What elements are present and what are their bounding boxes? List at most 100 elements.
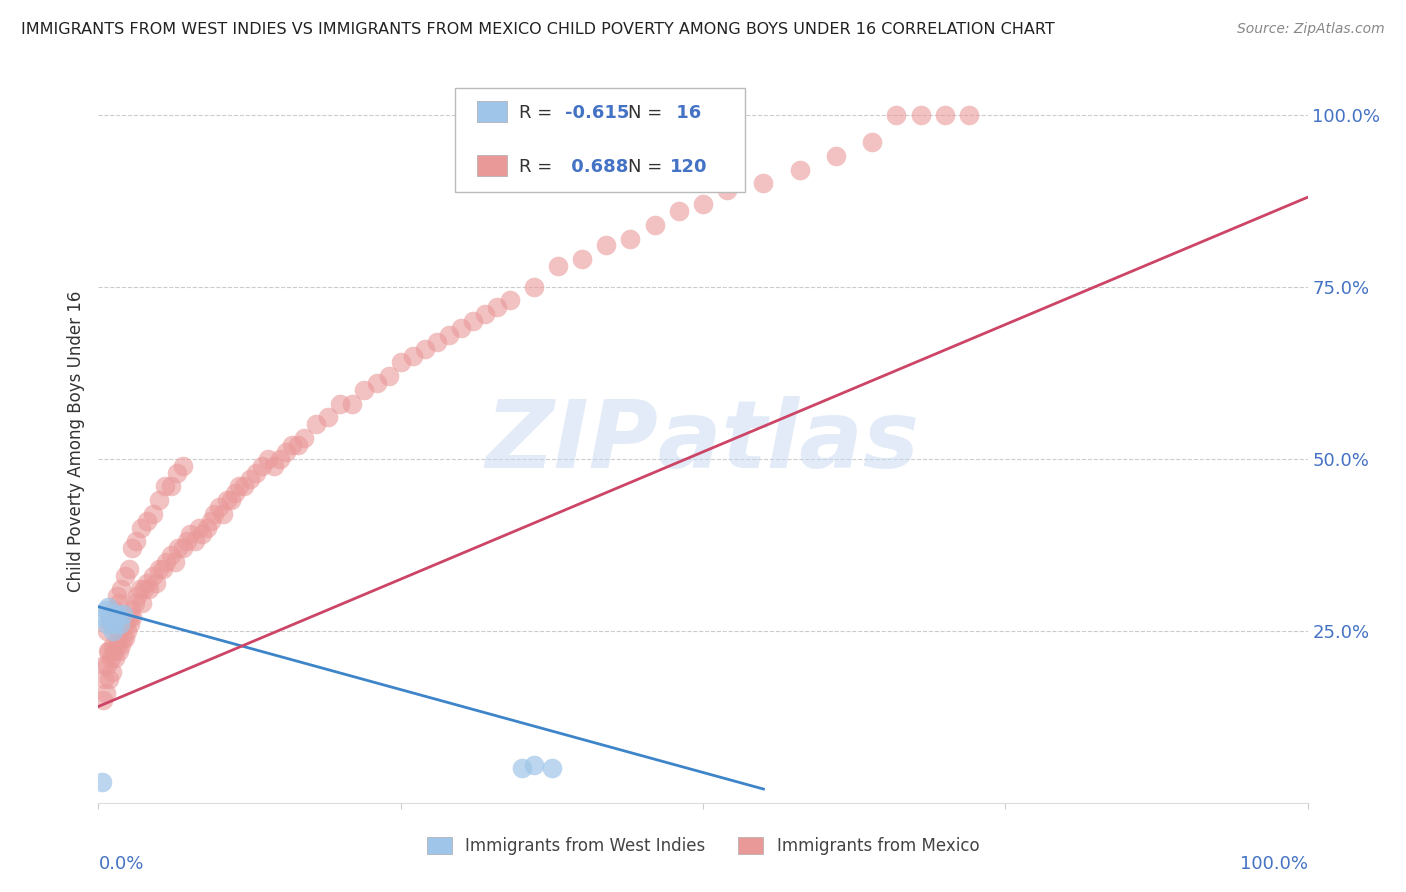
Point [115,616,138,631]
Point [93,658,115,673]
Point [287,438,309,452]
Point [110,638,132,652]
FancyBboxPatch shape [456,87,745,193]
Point [239,472,262,486]
Point [111,607,134,621]
FancyBboxPatch shape [477,101,508,122]
Point [486,301,509,315]
Legend: Immigrants from West Indies, Immigrants from Mexico: Immigrants from West Indies, Immigrants … [418,829,988,863]
Text: 120: 120 [671,158,707,177]
Point [595,238,617,252]
Point [103,644,125,658]
Point [692,197,714,211]
Point [108,624,131,638]
Point [498,293,520,308]
Point [105,590,128,604]
Point [172,541,194,556]
Point [142,568,165,582]
Point [886,108,908,122]
Point [250,458,273,473]
Point [100,651,122,665]
Point [108,616,131,631]
Point [547,259,569,273]
Point [353,383,375,397]
Point [221,493,243,508]
Point [100,616,122,631]
Point [172,458,194,473]
Text: N =: N = [628,104,668,122]
Point [789,162,811,177]
Point [105,638,128,652]
Point [934,108,956,122]
Point [316,410,339,425]
Point [135,514,157,528]
Point [142,507,165,521]
Point [752,177,775,191]
Point [97,644,120,658]
Point [117,624,139,638]
Point [104,651,127,665]
Point [366,376,388,390]
Text: Source: ZipAtlas.com: Source: ZipAtlas.com [1237,22,1385,37]
Point [145,575,167,590]
Text: -0.615: -0.615 [565,104,630,122]
Text: 0.688: 0.688 [565,158,628,177]
Point [114,568,136,582]
Point [208,500,231,514]
Point [98,672,121,686]
Point [281,438,304,452]
Point [389,355,412,369]
Point [245,466,267,480]
Point [94,603,117,617]
Point [96,616,118,631]
Text: IMMIGRANTS FROM WEST INDIES VS IMMIGRANTS FROM MEXICO CHILD POVERTY AMONG BOYS U: IMMIGRANTS FROM WEST INDIES VS IMMIGRANT… [21,22,1054,37]
Point [135,575,157,590]
Text: R =: R = [519,104,558,122]
Point [98,644,121,658]
Point [118,610,141,624]
Point [668,204,690,219]
Point [166,466,188,480]
Point [160,479,183,493]
Point [510,761,533,775]
Point [111,631,134,645]
Point [215,493,238,508]
Point [108,596,131,610]
Point [571,252,593,267]
Point [107,631,129,645]
Point [200,514,222,528]
Point [120,603,142,617]
Point [228,479,250,493]
Point [160,548,183,562]
Point [153,479,176,493]
Point [212,507,235,521]
Point [121,610,143,624]
Point [118,562,141,576]
Point [716,183,738,197]
Point [523,279,546,293]
Point [256,451,278,466]
Point [148,493,170,508]
Point [957,108,980,122]
Text: R =: R = [519,158,558,177]
Point [184,534,207,549]
Point [128,582,150,597]
Point [101,624,124,638]
Point [377,369,399,384]
Point [437,327,460,342]
Point [305,417,328,432]
Point [450,321,472,335]
Point [91,775,114,789]
Point [269,451,291,466]
Point [131,596,153,610]
Point [110,582,132,597]
Point [187,520,209,534]
Point [97,599,120,614]
Point [619,231,641,245]
Point [107,610,129,624]
Text: 16: 16 [671,104,702,122]
Point [94,686,117,700]
Point [163,555,186,569]
Point [263,458,285,473]
Point [224,486,246,500]
